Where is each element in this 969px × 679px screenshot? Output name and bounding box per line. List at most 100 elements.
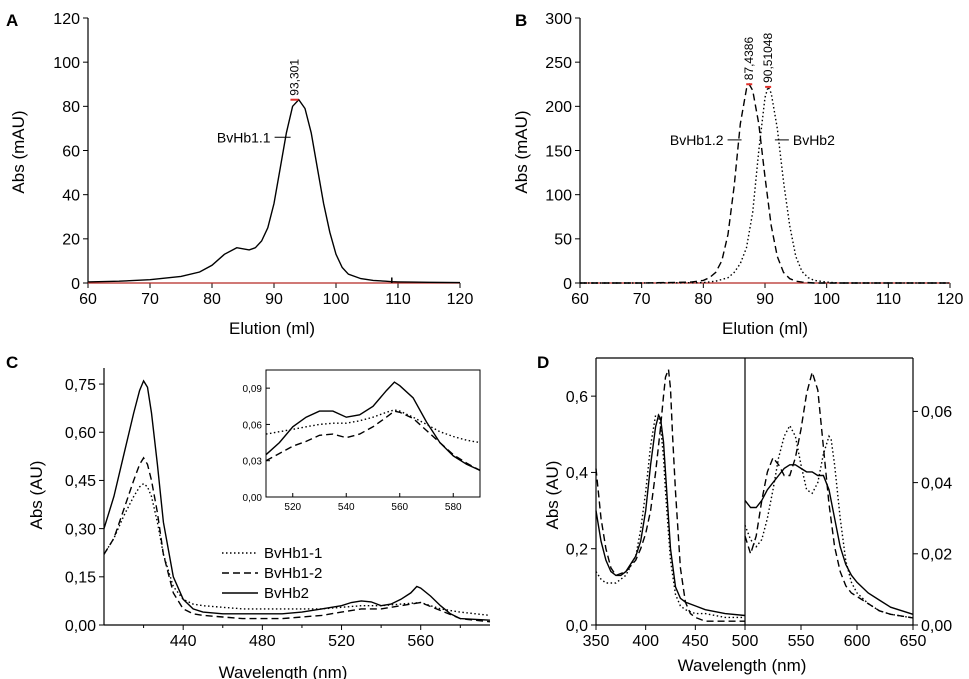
panel-d-xlabel: Wavelength (nm) (678, 656, 807, 675)
panel-a: A Elution (ml) Abs (mAU) 60 70 80 90 100 110 1… (6, 11, 473, 338)
panel-c-inset-xtick-label: 540 (338, 502, 355, 513)
panel-a-ylabel: Abs (mAU) (9, 110, 28, 193)
panel-b-ytick-label: 300 (545, 11, 572, 28)
panel-c-ytick-label: 0,60 (65, 425, 96, 442)
panel-c-letter: C (6, 353, 18, 372)
panel-d-left-xtick-label: 500 (732, 633, 759, 650)
panel-a-ytick-label: 100 (53, 55, 80, 72)
panel-d-left-series-2 (595, 369, 745, 622)
panel-d-right-ytick-label: 0,04 (921, 475, 952, 492)
panel-a-xtick-label: 120 (447, 291, 474, 308)
panel-c-ytick-label: 0,30 (65, 521, 96, 538)
panel-d-left-ytick-label: 0,4 (566, 465, 588, 482)
panel-b-ytick-label: 100 (545, 187, 572, 204)
panel-d-right-series-2 (744, 369, 914, 619)
panel-c-inset-ytick-label: 0,03 (243, 457, 263, 468)
panel-a-ytick-label: 60 (62, 143, 80, 160)
panel-b-series-label-1: BvHb1.2 (670, 132, 724, 148)
panel-a-series-label: BvHb1.1 (217, 129, 271, 145)
panel-c-ytick-label: 0,45 (65, 473, 96, 490)
panel-a-series-bvhb1-1 (87, 98, 461, 284)
panel-c-legend-label-2: BvHb1-2 (264, 565, 322, 582)
panel-d-left-xtick-label: 350 (583, 633, 610, 650)
panel-b-series-bvhb1-2 (580, 82, 950, 284)
panel-a-xtick-label: 60 (79, 291, 97, 308)
panel-a-xtick-label: 80 (203, 291, 221, 308)
panel-b-ylabel: Abs (mAU) (512, 110, 531, 193)
panel-b-ytick-label: 150 (545, 143, 572, 160)
panel-b-peak-label-1: 87,4386 (742, 37, 756, 81)
panel-b-xtick-label: 110 (876, 291, 902, 308)
panel-b-xtick-label: 90 (756, 291, 774, 308)
panel-b-xtick-label: 120 (937, 291, 964, 308)
panel-a-peak-label: 93,301 (287, 59, 301, 96)
panel-b-xtick-label: 100 (813, 291, 840, 308)
panel-c-inset-ytick-label: 0,09 (243, 384, 263, 395)
panel-b-ytick-label: 0 (563, 276, 572, 293)
panel-b-xtick-label: 80 (694, 291, 712, 308)
panel-c-xtick-label: 520 (328, 633, 355, 650)
panel-a-xtick-label: 90 (265, 291, 283, 308)
panel-c-xlabel: Wavelength (nm) (219, 663, 348, 679)
panel-c-inset-series-3 (265, 381, 481, 472)
panel-d-left-ytick-label: 0,6 (566, 389, 588, 406)
panel-b-peak-label-2: 90,51048 (761, 33, 775, 83)
panel-a-xtick-label: 110 (385, 291, 411, 308)
panel-a-ytick-label: 20 (62, 232, 80, 249)
panel-b-xtick-label: 60 (571, 291, 589, 308)
panel-c-inset-series-1 (265, 409, 481, 444)
panel-a-xlabel: Elution (ml) (229, 319, 315, 338)
panel-c-inset-xtick-label: 580 (445, 502, 462, 513)
panel-c-ytick-label: 0,75 (65, 377, 96, 394)
panel-c-series-1 (103, 482, 491, 617)
panel-a-ytick-label: 0 (71, 276, 80, 293)
panel-d-left-ytick-label: 0,2 (566, 541, 588, 558)
panel-d-left-ytick-label: 0,0 (566, 618, 588, 635)
panel-b-ytick-label: 50 (554, 232, 572, 249)
panel-d-left-xtick-label: 400 (632, 633, 659, 650)
panel-c-series-3 (103, 379, 491, 621)
panel-b-series-label-2: BvHb2 (793, 132, 835, 148)
panel-d-right-ytick-label: 0,02 (921, 547, 952, 564)
panel-c-ylabel: Abs (AU) (27, 461, 46, 530)
panel-b-xtick-label: 70 (633, 291, 651, 308)
panel-c-inset: 520 540 560 580 0,00 0,03 0,06 0,09 (243, 369, 481, 513)
panel-c-ytick-label: 0,00 (65, 618, 96, 635)
panel-d-ylabel: Abs (AU) (543, 461, 562, 530)
panel-d-right-series-1 (744, 424, 914, 619)
panel-b-ytick-label: 250 (545, 55, 572, 72)
panel-d-right-xtick-label: 550 (788, 633, 815, 650)
panel-c-xtick-label: 560 (407, 633, 434, 650)
panel-c-inset-ytick-label: 0,00 (243, 493, 263, 504)
panel-a-xtick-label: 70 (141, 291, 159, 308)
panel-d-left-series-1 (595, 414, 745, 619)
panel-d: D Wavelength (nm) Abs (AU) 350 400 450 500 0… (537, 353, 952, 675)
panel-d-right-xtick-label: 600 (844, 633, 871, 650)
panel-d-right-series-3 (744, 464, 914, 615)
panel-c-inset-xtick-label: 560 (391, 502, 408, 513)
panel-b-series-bvhb2 (580, 84, 950, 284)
panel-d-left-series-3 (595, 413, 746, 617)
panel-c-series-2 (103, 456, 491, 623)
panel-b: B Elution (ml) Abs (mAU) 60 70 80 90 100 110 1… (512, 11, 963, 338)
panel-a-xtick-label: 100 (323, 291, 350, 308)
panel-c-ytick-label: 0,15 (65, 570, 96, 587)
panel-c-xtick-label: 440 (170, 633, 197, 650)
panel-c-legend-label-3: BvHb2 (264, 585, 309, 602)
panel-c-inset-xtick-label: 520 (284, 502, 301, 513)
panel-d-right-ytick-label: 0,00 (921, 618, 952, 635)
panel-a-letter: A (6, 11, 18, 30)
panel-d-letter: D (537, 353, 549, 372)
panel-c-legend-label-1: BvHb1-1 (264, 545, 322, 562)
panel-c: C Wavelength (nm) Abs (AU) 440 480 520 560 0… (6, 353, 491, 679)
panel-b-ytick-label: 200 (545, 99, 572, 116)
panel-d-right-ytick-label: 0,06 (921, 404, 952, 421)
panel-a-ytick-label: 120 (53, 11, 80, 28)
panel-b-xlabel: Elution (ml) (722, 319, 808, 338)
panel-b-letter: B (515, 11, 527, 30)
panel-a-ytick-label: 40 (62, 187, 80, 204)
panel-c-inset-ytick-label: 0,06 (243, 420, 263, 431)
panel-c-xtick-label: 480 (249, 633, 276, 650)
panel-d-left-xtick-label: 450 (682, 633, 709, 650)
